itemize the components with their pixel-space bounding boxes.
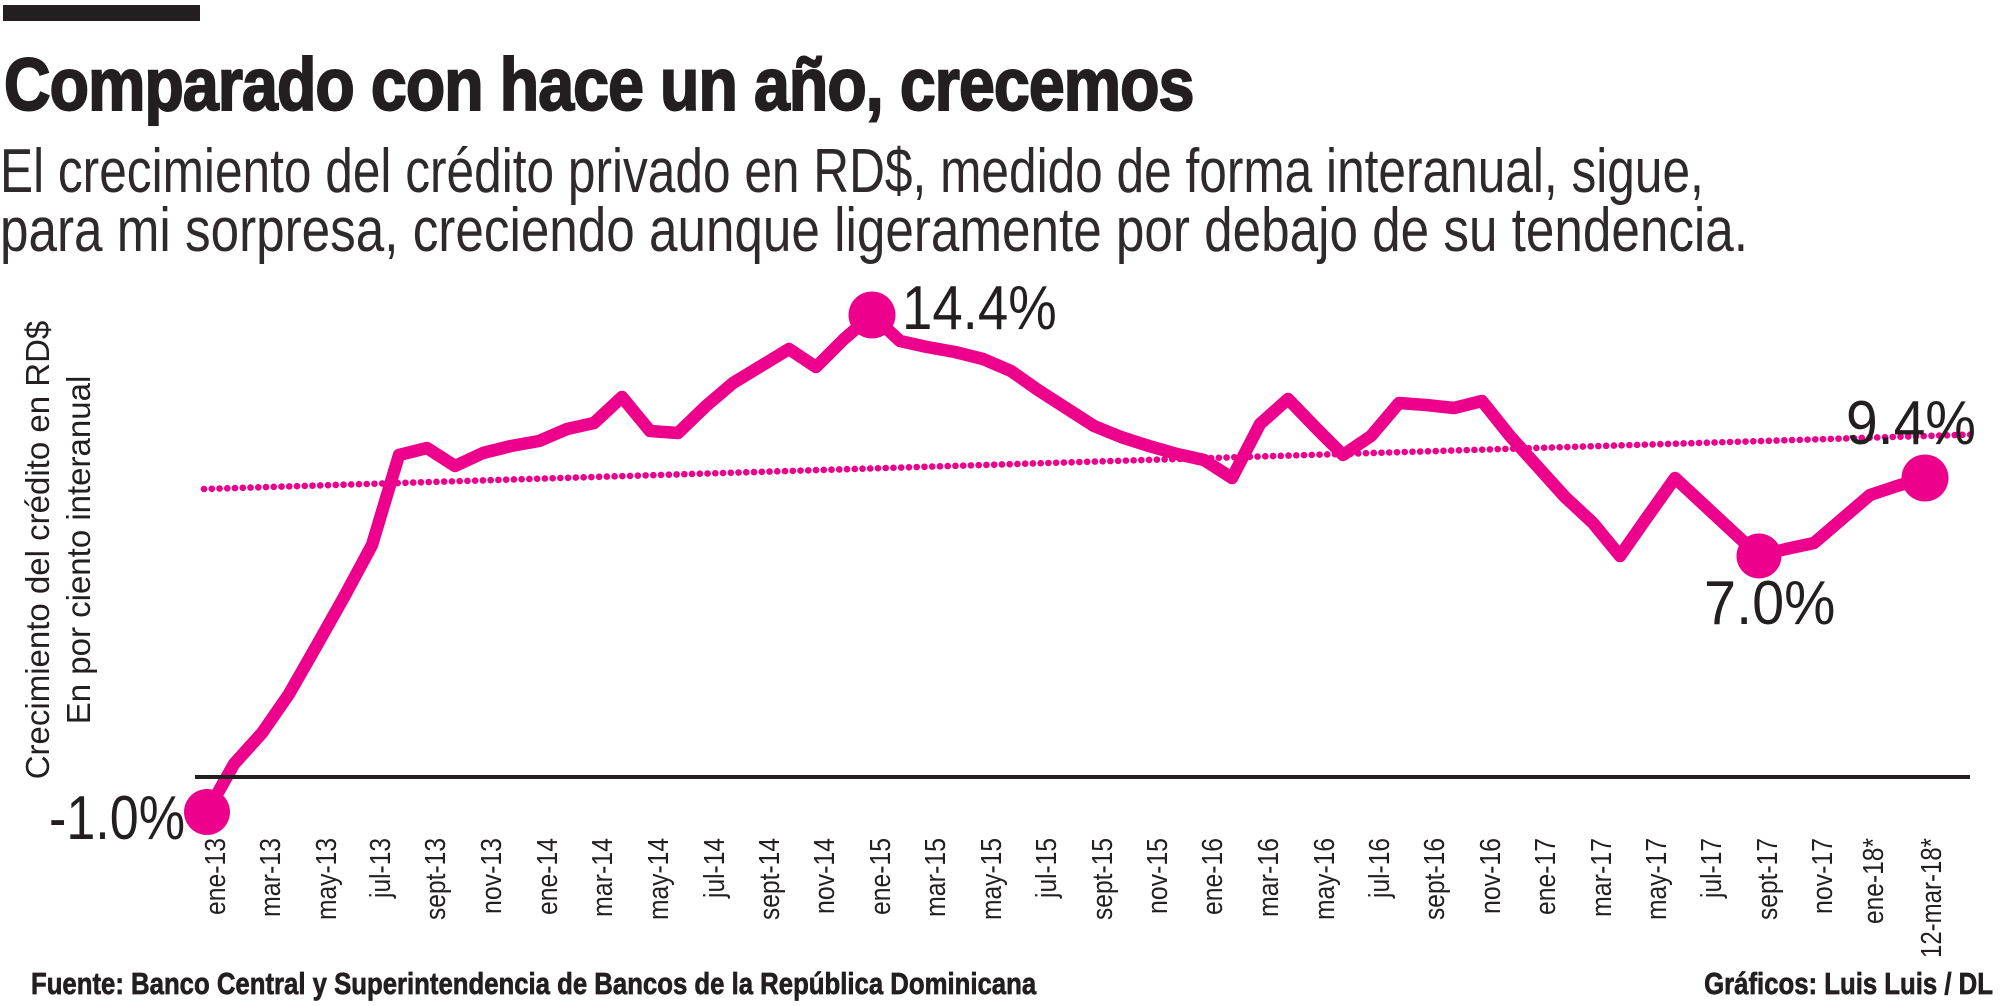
svg-text:nov-13: nov-13 [476, 838, 508, 914]
svg-text:sept-13: sept-13 [420, 838, 452, 920]
svg-text:may-17: may-17 [1641, 838, 1673, 920]
svg-text:may-16: may-16 [1309, 838, 1341, 920]
svg-text:sept-16: sept-16 [1419, 838, 1451, 920]
svg-text:may-15: may-15 [976, 838, 1008, 920]
svg-text:nov-14: nov-14 [809, 838, 841, 914]
svg-text:ene-13: ene-13 [200, 838, 232, 915]
svg-text:mar-13: mar-13 [255, 838, 287, 917]
svg-text:sept-15: sept-15 [1087, 838, 1119, 920]
svg-text:jul-16: jul-16 [1364, 838, 1396, 899]
svg-text:ene-15: ene-15 [865, 838, 897, 915]
svg-text:nov-15: nov-15 [1142, 838, 1174, 914]
svg-text:ene-18*: ene-18* [1858, 838, 1890, 924]
svg-text:mar-17: mar-17 [1586, 838, 1618, 917]
svg-text:ene-16: ene-16 [1197, 838, 1229, 915]
svg-text:mar-15: mar-15 [920, 838, 952, 917]
svg-text:nov-16: nov-16 [1475, 838, 1507, 914]
svg-text:jul-15: jul-15 [1031, 838, 1063, 899]
svg-text:jul-13: jul-13 [365, 838, 397, 899]
svg-text:mar-14: mar-14 [587, 838, 619, 917]
svg-text:may-14: may-14 [643, 838, 675, 920]
svg-text:ene-17: ene-17 [1530, 838, 1562, 915]
svg-text:sept-17: sept-17 [1752, 838, 1784, 920]
svg-text:sept-14: sept-14 [754, 838, 786, 920]
svg-text:ene-14: ene-14 [532, 838, 564, 915]
svg-text:jul-14: jul-14 [699, 838, 731, 899]
svg-text:may-13: may-13 [311, 838, 343, 920]
svg-text:jul-17: jul-17 [1696, 838, 1728, 899]
svg-text:mar-16: mar-16 [1253, 838, 1285, 917]
svg-text:nov-17: nov-17 [1807, 838, 1839, 914]
svg-text:12-mar-18*: 12-mar-18* [1916, 838, 1948, 958]
